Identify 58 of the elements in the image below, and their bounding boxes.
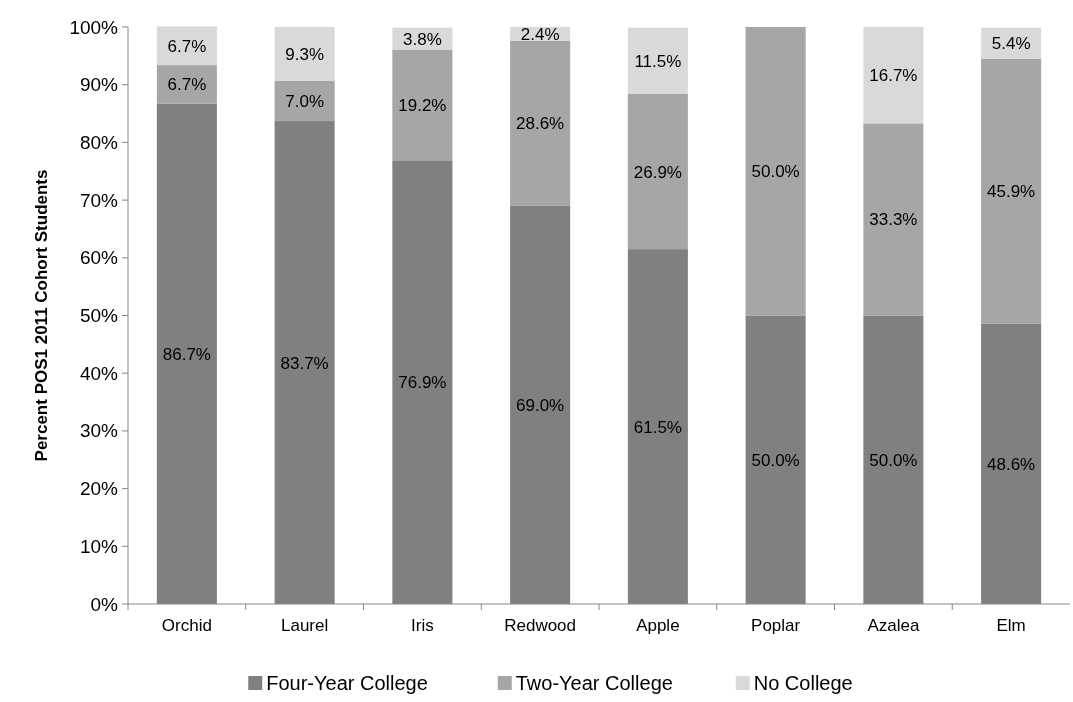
y-tick-label: 90% <box>79 74 119 96</box>
x-tick-label: Elm <box>996 616 1026 635</box>
bar <box>863 123 924 316</box>
bar <box>745 27 806 316</box>
data-label: 26.9% <box>633 162 682 182</box>
x-tick-label: Redwood <box>504 616 577 635</box>
y-tick-label: 60% <box>79 247 119 269</box>
data-label: 6.7% <box>167 75 207 95</box>
x-tick-label: Laurel <box>280 616 329 635</box>
data-label: 69.0% <box>516 395 565 415</box>
x-tick-label: Azalea <box>867 616 920 635</box>
y-tick-label: 30% <box>79 420 119 442</box>
data-label: 28.6% <box>516 114 565 134</box>
bar <box>274 27 335 81</box>
bar <box>510 40 571 206</box>
bar <box>863 27 924 124</box>
x-tick-label: Apple <box>636 616 680 635</box>
data-label: 50.0% <box>751 162 800 182</box>
data-label: 50.0% <box>751 450 800 470</box>
bar <box>392 49 453 161</box>
data-label: 16.7% <box>869 66 918 86</box>
y-tick-label: 0% <box>90 593 119 615</box>
data-label: 7.0% <box>285 91 324 111</box>
legend-label: Two-Year College <box>515 672 673 694</box>
y-tick-label: 20% <box>79 478 119 500</box>
data-label: 11.5% <box>634 51 682 71</box>
legend-label: Four-Year College <box>266 672 428 694</box>
data-label: 48.6% <box>987 454 1036 474</box>
data-label: 33.3% <box>869 210 918 230</box>
x-tick-label: Orchid <box>161 616 212 635</box>
data-label: 19.2% <box>398 95 447 115</box>
data-label: 86.7% <box>162 344 211 364</box>
data-label: 6.7% <box>167 36 207 56</box>
data-label: 83.7% <box>280 353 329 373</box>
data-label: 3.8% <box>403 29 442 49</box>
bar <box>981 58 1042 324</box>
y-tick-label: 10% <box>79 535 119 557</box>
x-tick-label: Poplar <box>751 616 801 635</box>
data-label: 5.4% <box>991 34 1031 54</box>
bar <box>627 27 688 94</box>
y-tick-label: 50% <box>79 305 119 326</box>
bar <box>627 93 688 250</box>
data-label: 45.9% <box>987 182 1036 202</box>
data-label: 76.9% <box>398 373 447 393</box>
y-tick-label: 80% <box>79 131 119 153</box>
y-tick-label: 100% <box>69 16 119 38</box>
data-label: 61.5% <box>633 417 682 437</box>
bar <box>156 26 217 66</box>
y-tick-label: 40% <box>79 362 119 384</box>
legend-label: No College <box>753 672 853 694</box>
bar <box>274 80 335 122</box>
data-label: 2.4% <box>520 24 560 44</box>
data-label: 9.3% <box>285 44 324 64</box>
x-tick-label: Iris <box>411 616 434 635</box>
y-tick-label: 70% <box>79 189 119 211</box>
y-axis-title: Percent POS1 2011 Cohort Students <box>32 169 51 462</box>
bar <box>156 65 217 104</box>
data-label: 50.0% <box>869 450 918 470</box>
